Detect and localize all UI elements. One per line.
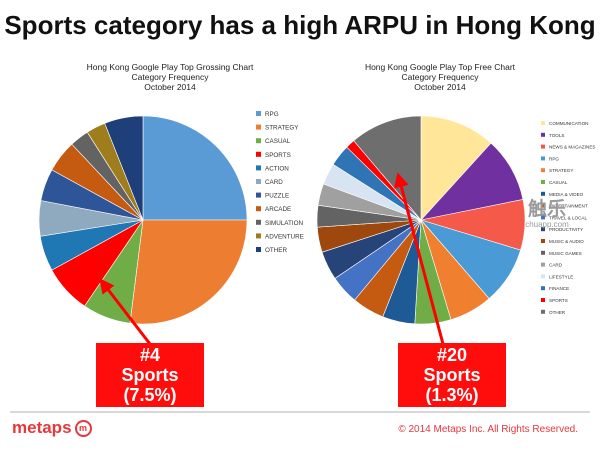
legend-label: SIMULATION — [265, 220, 303, 227]
legend-swatch — [256, 193, 261, 198]
legend-label: LIFESTYLE — [549, 274, 573, 279]
legend-label: OTHER — [265, 247, 287, 254]
legend-label: RPG — [265, 111, 279, 118]
legend-swatch — [541, 274, 545, 278]
legend-swatch — [256, 111, 261, 116]
legend-swatch — [541, 156, 545, 160]
callout-left: #4 Sports (7.5%) — [96, 343, 204, 407]
legend-swatch — [541, 168, 545, 172]
watermark: 触乐 chuapp.com — [517, 198, 577, 229]
legend-swatch — [541, 239, 545, 243]
legend-swatch — [256, 138, 261, 143]
legend-label: COMMUNICATION — [549, 121, 588, 126]
legend-label: CARD — [265, 179, 283, 186]
legend-swatch — [541, 298, 545, 302]
legend-swatch — [256, 233, 261, 238]
pie-slice-rpg — [143, 116, 247, 220]
callout-rank: #4 — [96, 345, 204, 365]
copyright-text: © 2014 Metaps Inc. All Rights Reserved. — [398, 424, 578, 435]
footer-divider — [10, 411, 590, 413]
callout-rank: #20 — [398, 345, 506, 365]
legend-label: ACTION — [265, 165, 289, 172]
legend-label: MUSIC & AUDIO — [549, 239, 584, 244]
legend-swatch — [541, 286, 545, 290]
watermark-url: chuapp.com — [517, 220, 577, 229]
legend-swatch — [541, 263, 545, 267]
callout-category: Sports — [398, 365, 506, 385]
brand-mark-icon: m — [75, 420, 92, 437]
legend-swatch — [256, 220, 261, 225]
legend-swatch — [541, 145, 545, 149]
legend-swatch — [256, 247, 261, 252]
legend-label: PUZZLE — [265, 193, 289, 200]
legend-swatch — [541, 121, 545, 125]
legend-label: ADVENTURE — [265, 233, 304, 240]
callout-right: #20 Sports (1.3%) — [398, 343, 506, 407]
legend-swatch — [541, 180, 545, 184]
legend-label: CARD — [549, 263, 563, 268]
legend-swatch — [541, 251, 545, 255]
legend-label: SPORTS — [549, 298, 568, 303]
callout-category: Sports — [96, 365, 204, 385]
legend-swatch — [256, 165, 261, 170]
legend-label: MUSIC GAMES — [549, 251, 582, 256]
brand-name: metaps — [12, 418, 72, 438]
legend-label: FINANCE — [549, 286, 569, 291]
legend-swatch — [256, 152, 261, 157]
legend-label: STRATEGY — [265, 125, 299, 132]
legend-swatch — [256, 179, 261, 184]
pie-slice-strategy — [130, 220, 247, 324]
legend-swatch — [256, 206, 261, 211]
grossing-pie — [39, 116, 247, 324]
legend-label: SPORTS — [265, 152, 291, 159]
legend-label: NEWS & MAGAZINES — [549, 145, 595, 150]
grossing-legend: RPG STRATEGY CASUAL SPORTS ACTION CARD PUZZLE A… — [256, 111, 304, 254]
legend-swatch — [256, 125, 261, 130]
legend-label: STRATEGY — [549, 168, 573, 173]
legend-swatch — [541, 133, 545, 137]
legend-swatch — [541, 310, 545, 314]
free-pie — [317, 116, 525, 324]
brand-logo: metaps m — [12, 418, 92, 438]
legend-swatch — [541, 192, 545, 196]
legend-label: MEDIA & VIDEO — [549, 192, 584, 197]
legend-label: OTHER — [549, 310, 566, 315]
legend-label: ARCADE — [265, 206, 291, 213]
legend-label: CASUAL — [549, 180, 568, 185]
legend-label: TOOLS — [549, 133, 565, 138]
legend-label: CASUAL — [265, 138, 291, 145]
legend-label: RPG — [549, 156, 559, 161]
watermark-logo-text: 触乐 — [517, 198, 577, 220]
callout-share: (7.5%) — [96, 385, 204, 405]
callout-share: (1.3%) — [398, 385, 506, 405]
